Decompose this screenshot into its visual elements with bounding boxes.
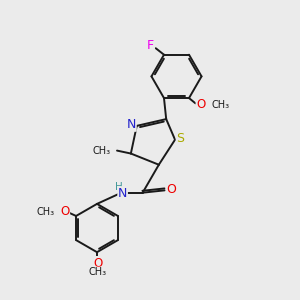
- Text: O: O: [93, 256, 103, 270]
- Text: F: F: [147, 39, 154, 52]
- Text: CH₃: CH₃: [89, 267, 107, 277]
- Text: N: N: [118, 187, 127, 200]
- Text: O: O: [196, 98, 206, 111]
- Text: N: N: [127, 118, 136, 131]
- Text: CH₃: CH₃: [37, 207, 55, 217]
- Text: CH₃: CH₃: [92, 146, 110, 156]
- Text: S: S: [176, 132, 184, 145]
- Text: O: O: [60, 205, 70, 218]
- Text: CH₃: CH₃: [212, 100, 230, 110]
- Text: H: H: [115, 182, 123, 192]
- Text: O: O: [166, 183, 176, 196]
